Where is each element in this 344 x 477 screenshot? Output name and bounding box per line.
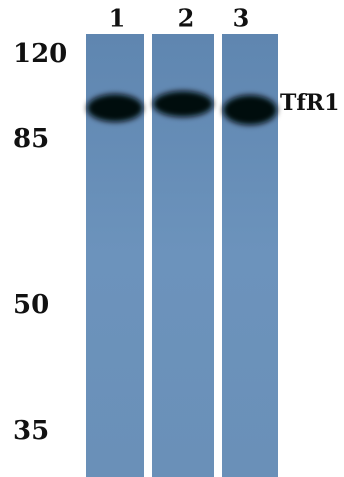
marker-label: 35	[13, 416, 49, 446]
marker-label: 85	[13, 124, 49, 154]
lane-label: 2	[178, 4, 195, 33]
marker-label: 50	[13, 290, 49, 320]
marker-labels: 120 85 50 35	[13, 39, 67, 446]
lane-label: 3	[233, 4, 250, 33]
band	[153, 91, 213, 117]
lane-labels: 1 2 3	[109, 4, 250, 33]
band	[223, 95, 277, 125]
band	[87, 94, 143, 122]
blot-figure: 1 2 3 120 85 50 35 TfR1	[0, 0, 344, 477]
marker-label: 120	[13, 39, 67, 69]
band-label: TfR1	[280, 90, 339, 116]
lane-label: 1	[109, 4, 126, 33]
